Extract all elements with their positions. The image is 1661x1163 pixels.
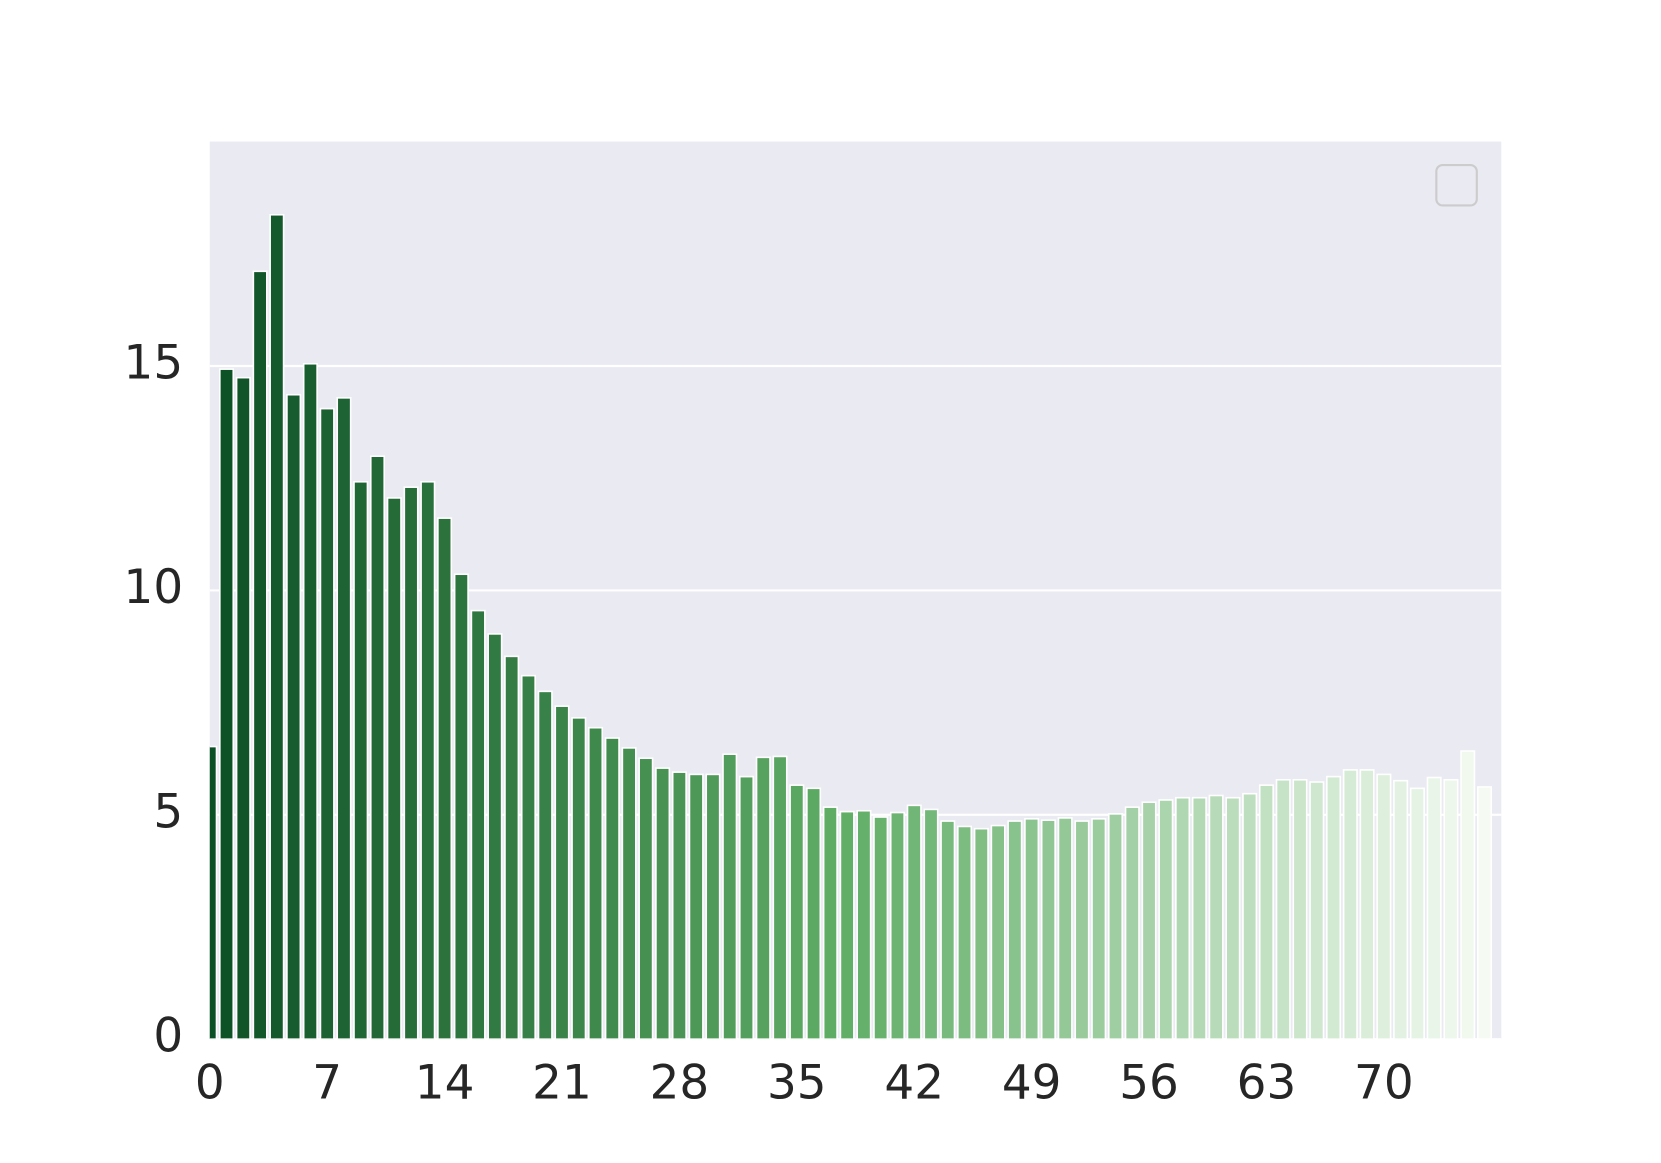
bar (1225, 796, 1241, 1040)
bar (839, 810, 855, 1040)
bar (1158, 799, 1174, 1040)
x-tick-label: 14 (415, 1057, 475, 1111)
x-tick-label: 63 (1237, 1057, 1297, 1111)
bar (403, 486, 419, 1040)
bar (806, 787, 822, 1040)
bar (252, 270, 268, 1040)
legend-box (1435, 163, 1478, 207)
x-tick-label: 49 (1002, 1057, 1062, 1111)
bar (1124, 806, 1140, 1040)
x-tick-label: 0 (195, 1057, 225, 1111)
bar (688, 773, 704, 1040)
bar (470, 609, 486, 1040)
bar (1292, 778, 1308, 1040)
y-tick-label: 5 (153, 785, 183, 839)
bar (209, 745, 218, 1040)
bar (755, 756, 771, 1040)
tick-labels: 0 5 10 15 0 7 14 21 28 35 42 49 56 63 70 (124, 336, 1414, 1110)
x-tick-label: 56 (1119, 1057, 1179, 1111)
bar (772, 755, 788, 1040)
bar (1007, 820, 1023, 1040)
bar (973, 827, 989, 1040)
bar (604, 737, 620, 1040)
bar (722, 753, 738, 1040)
bar (621, 747, 637, 1040)
bar (520, 674, 536, 1040)
bar (1258, 784, 1274, 1040)
bar (1326, 775, 1342, 1040)
bar (822, 806, 838, 1040)
bar (1309, 781, 1325, 1040)
bar (1376, 773, 1392, 1040)
bar (1091, 818, 1107, 1040)
bar (369, 455, 386, 1040)
bar (1476, 786, 1493, 1040)
bar (1057, 817, 1073, 1040)
bar (1409, 787, 1425, 1040)
bar (957, 825, 973, 1040)
bar (856, 809, 872, 1040)
x-tick-label: 7 (312, 1057, 342, 1111)
bar (420, 480, 436, 1040)
bar (319, 407, 335, 1040)
bar (219, 368, 235, 1040)
bar (738, 775, 755, 1040)
bar (1460, 750, 1476, 1040)
bar (1242, 792, 1258, 1040)
bar (1275, 778, 1291, 1040)
bar (336, 397, 352, 1040)
bar (1074, 820, 1090, 1040)
bar (655, 767, 671, 1040)
bar (1040, 819, 1056, 1040)
bar (386, 497, 402, 1040)
y-tick-label: 0 (153, 1010, 183, 1064)
x-tick-label: 70 (1354, 1057, 1414, 1111)
x-tick-label: 35 (767, 1057, 827, 1111)
y-tick-label: 15 (124, 336, 184, 390)
bar (571, 717, 587, 1040)
bar (906, 804, 922, 1040)
bar (889, 811, 905, 1040)
bar (638, 757, 654, 1040)
bar (671, 771, 687, 1040)
bar (269, 213, 285, 1040)
bar (940, 820, 956, 1040)
bar (705, 773, 721, 1040)
bar (453, 573, 469, 1040)
bar (504, 655, 520, 1040)
bar (286, 393, 302, 1040)
bar (1342, 769, 1358, 1040)
bar (537, 690, 553, 1040)
bar (487, 633, 503, 1040)
bar (1426, 776, 1442, 1040)
bar (873, 816, 889, 1040)
bar (1024, 818, 1040, 1040)
x-tick-label: 21 (532, 1057, 592, 1111)
bars (209, 213, 1493, 1040)
bar (235, 376, 251, 1040)
bar (1443, 778, 1459, 1040)
bar (302, 362, 318, 1040)
bar (1175, 796, 1191, 1040)
y-tick-label: 10 (124, 561, 184, 615)
bar (554, 705, 570, 1040)
bar (990, 824, 1006, 1040)
bar (1141, 801, 1157, 1040)
bar (437, 517, 453, 1040)
bar (789, 784, 805, 1040)
bar (1191, 796, 1207, 1040)
bar (923, 808, 939, 1040)
bar (1393, 779, 1409, 1040)
x-tick-label: 42 (884, 1057, 944, 1111)
bar (1359, 769, 1375, 1040)
bar (588, 726, 604, 1040)
bar (1208, 794, 1224, 1040)
bar (1107, 813, 1124, 1040)
bar (353, 480, 369, 1040)
x-tick-label: 28 (650, 1057, 710, 1111)
